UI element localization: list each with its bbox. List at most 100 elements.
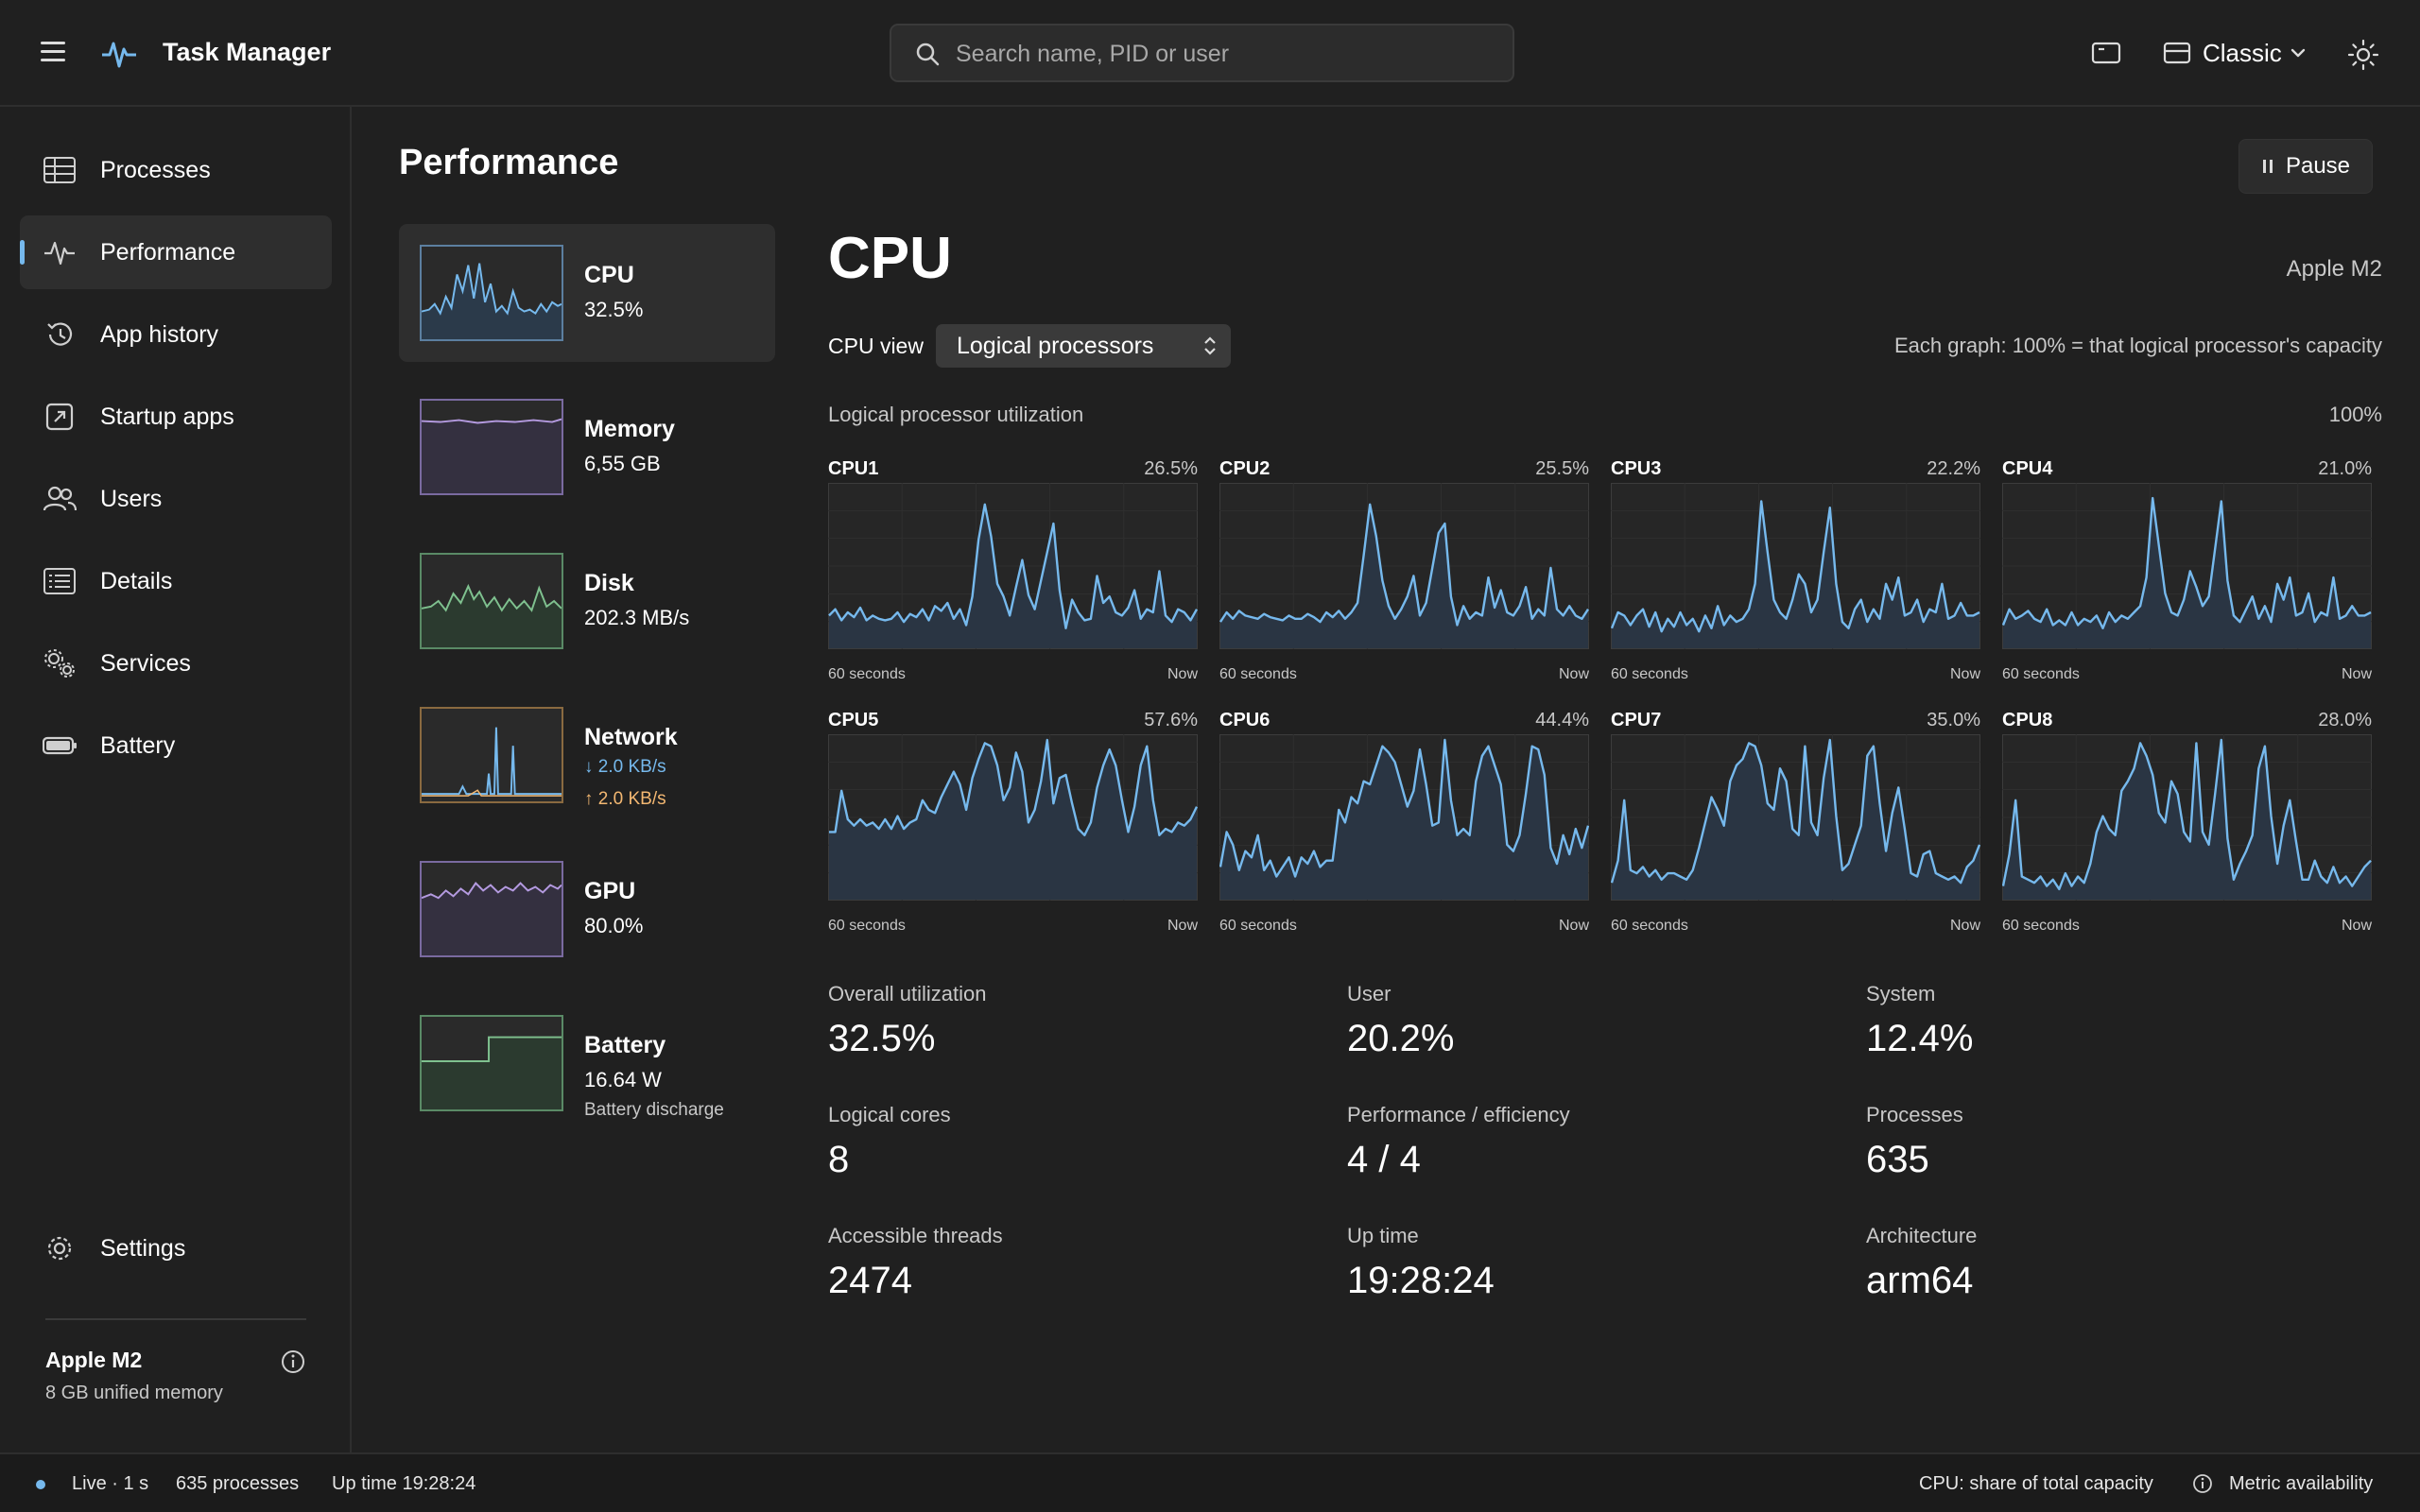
services-icon: [44, 649, 75, 678]
gear-icon: [47, 1236, 72, 1261]
resource-name: Memory: [584, 416, 675, 442]
utilization-area: [1612, 740, 1979, 900]
live-indicator: [36, 1480, 45, 1489]
resource-value: 202.3 MB/s: [584, 606, 690, 629]
stat-system: System 12.4%: [1866, 982, 2339, 1060]
core-name: CPU5: [828, 710, 879, 730]
info-icon[interactable]: [280, 1349, 306, 1375]
layout-icon: [2163, 42, 2191, 64]
users-icon: [43, 486, 77, 511]
utilization-area: [2003, 498, 2371, 648]
resource-name: Disk: [584, 570, 634, 596]
settings-label: Settings: [100, 1234, 186, 1262]
info-icon[interactable]: [2191, 1472, 2214, 1495]
core-graph-7: CPU7 35.0% 60 seconds Now: [1611, 710, 1980, 936]
resource-subtitle: Battery discharge: [584, 1100, 724, 1120]
stat-value: 635: [1866, 1139, 1929, 1180]
resource-item-gpu[interactable]: GPU 80.0%: [399, 840, 775, 978]
search-box[interactable]: [890, 24, 1514, 82]
core-graph-1: CPU1 26.5% 60 seconds Now: [828, 458, 1198, 685]
core-utilization: 22.2%: [1927, 458, 1980, 479]
core-graph-6: CPU6 44.4% 60 seconds Now: [1219, 710, 1589, 936]
app-title: Task Manager: [163, 38, 332, 66]
status-cpu-note: CPU: share of total capacity: [1919, 1473, 2153, 1494]
sidebar-item-settings[interactable]: Settings: [20, 1211, 332, 1285]
sidebar-item-processes[interactable]: Processes: [20, 133, 332, 207]
status-metric-availability[interactable]: Metric availability: [2229, 1473, 2374, 1494]
sidebar-item-startup-apps[interactable]: Startup apps: [20, 380, 332, 454]
stat-value: 8: [828, 1139, 850, 1180]
history-icon: [47, 322, 73, 346]
resource-item-battery[interactable]: Battery 16.64 W Battery discharge: [399, 994, 775, 1132]
network-thumbnail-graph: [420, 707, 563, 803]
utilization-line: [1611, 738, 1980, 885]
sidebar-item-users[interactable]: Users: [20, 462, 332, 536]
status-processes: 635 processes: [176, 1473, 300, 1494]
core-utilization-graph: [2002, 483, 2372, 649]
utilization-line: [1219, 503, 1589, 627]
hamburger-menu-icon[interactable]: [36, 42, 70, 66]
sidebar-item-label: Services: [100, 649, 191, 677]
core-name: CPU8: [2002, 710, 2053, 730]
stat-label: Up time: [1347, 1224, 1419, 1247]
stat-label: Processes: [1866, 1103, 1963, 1126]
core-graph-4: CPU4 21.0% 60 seconds Now: [2002, 458, 2372, 685]
sidebar-item-details[interactable]: Details: [20, 544, 332, 618]
utilization-area: [1612, 501, 1979, 648]
sidebar-item-label: App history: [100, 320, 219, 348]
stat-value: 19:28:24: [1347, 1260, 1495, 1301]
battery-icon: [43, 736, 77, 755]
sidebar-item-services[interactable]: Services: [20, 627, 332, 700]
sidebar-item-app-history[interactable]: App history: [20, 298, 332, 371]
axis-left-label: 60 seconds: [1611, 918, 1688, 934]
utilization-line: [1611, 500, 1980, 633]
core-name: CPU7: [1611, 710, 1662, 730]
sidebar-item-battery[interactable]: Battery: [20, 709, 332, 782]
search-icon: [916, 43, 940, 66]
axis-left-label: 60 seconds: [1219, 666, 1297, 682]
sidebar-item-label: Startup apps: [100, 403, 234, 430]
pause-icon: [2262, 160, 2273, 173]
resource-item-memory[interactable]: Memory 6,55 GB: [399, 378, 775, 516]
battery-thumbnail-graph: [420, 1015, 563, 1111]
sidebar-item-label: Processes: [100, 156, 211, 183]
axis-left-label: 60 seconds: [828, 666, 906, 682]
stat-label: Performance / efficiency: [1347, 1103, 1570, 1126]
status-bar: Live · 1 s 635 processes Up time 19:28:2…: [0, 1452, 2420, 1512]
core-utilization: 26.5%: [1144, 458, 1198, 479]
core-utilization: 57.6%: [1144, 710, 1198, 730]
axis-right-label: Now: [1949, 918, 1980, 934]
resource-item-network[interactable]: Network ↓ 2.0 KB/s ↑ 2.0 KB/s: [399, 686, 775, 824]
sidebar-item-label: Details: [100, 567, 173, 594]
memory-thumbnail-graph: [420, 399, 563, 495]
stat-architecture: Architecture arm64: [1866, 1224, 2339, 1302]
core-utilization: 28.0%: [2318, 710, 2372, 730]
resource-item-cpu[interactable]: CPU 32.5%: [399, 224, 775, 362]
cpu-view-value: Logical processors: [957, 333, 1154, 359]
stat-label: User: [1347, 982, 1392, 1005]
stat-value: 4 / 4: [1347, 1139, 1421, 1180]
resource-name: Battery: [584, 1032, 666, 1058]
stat-label: Logical cores: [828, 1103, 951, 1126]
status-live: Live · 1 s: [72, 1473, 149, 1494]
sidebar-item-label: Battery: [100, 731, 176, 759]
stat-value: 12.4%: [1866, 1018, 1974, 1059]
cpu-view-select[interactable]: Logical processors: [936, 324, 1231, 368]
resource-value: 16.64 W: [584, 1068, 662, 1091]
resource-item-disk[interactable]: Disk 202.3 MB/s: [399, 532, 775, 670]
core-utilization: 35.0%: [1927, 710, 1980, 730]
axis-left-label: 60 seconds: [1611, 666, 1688, 682]
core-utilization-graph: [1219, 734, 1589, 901]
sidebar-item-performance[interactable]: Performance: [20, 215, 332, 289]
pause-button[interactable]: Pause: [2238, 139, 2373, 194]
utilization-max: 100%: [2328, 403, 2382, 426]
theme-toggle-sun-icon[interactable]: [2346, 38, 2380, 72]
resource-value: 80.0%: [584, 914, 644, 937]
window-mode-icon[interactable]: [2091, 40, 2121, 66]
view-mode-dropdown[interactable]: Classic: [2163, 36, 2307, 70]
search-input[interactable]: [956, 33, 1485, 75]
grid-icon: [43, 157, 76, 183]
utilization-line: [2002, 496, 2372, 630]
cpu-model: Apple M2: [2286, 256, 2382, 282]
utilization-area: [1220, 740, 1588, 900]
